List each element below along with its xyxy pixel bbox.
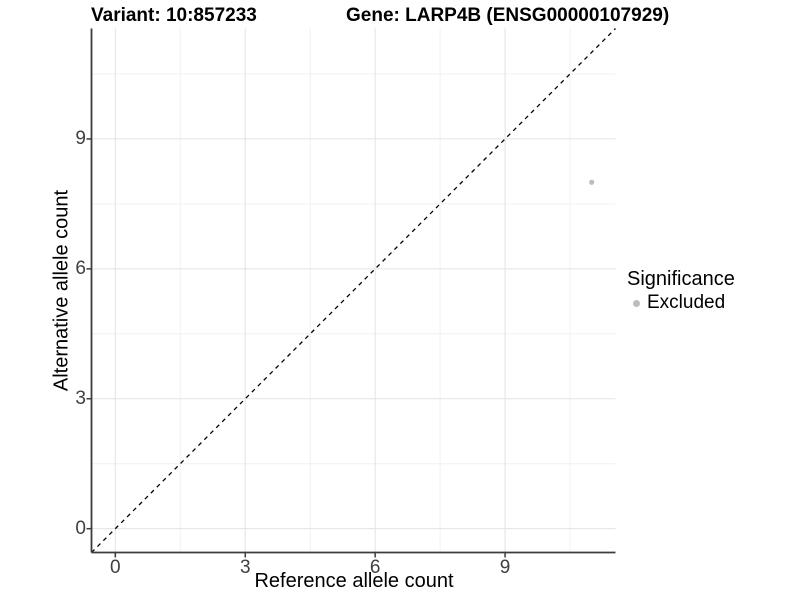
- legend-title: Significance: [627, 268, 735, 290]
- legend: Significance Excluded: [627, 268, 735, 314]
- grid-minor-lines: [91, 28, 616, 553]
- tick-marks: [86, 138, 506, 558]
- y-axis-title: Alternative allele count: [50, 189, 73, 392]
- legend-point-icon: [633, 300, 640, 307]
- axis-lines: [90, 28, 616, 554]
- x-tick-label: 6: [369, 557, 381, 578]
- identity-line: [91, 28, 616, 553]
- y-tick-label: 6: [75, 257, 86, 279]
- x-tick-label: 3: [239, 557, 251, 578]
- data-point: [589, 179, 595, 185]
- data-points: [589, 179, 595, 185]
- x-tick-label: 9: [499, 557, 511, 578]
- y-tick-label: 9: [75, 127, 86, 149]
- grid-major-lines: [91, 28, 616, 553]
- x-tick-label: 0: [110, 557, 121, 578]
- plot-title-gene: Gene: LARP4B (ENSG00000107929): [346, 5, 670, 26]
- y-tick-label: 0: [75, 517, 86, 539]
- legend-item-excluded: Excluded: [627, 292, 735, 314]
- plot-title-variant: Variant: 10:857233: [91, 5, 257, 26]
- legend-item-label: Excluded: [647, 292, 726, 313]
- x-axis-title: Reference allele count: [254, 570, 454, 592]
- y-tick-label: 3: [75, 387, 86, 409]
